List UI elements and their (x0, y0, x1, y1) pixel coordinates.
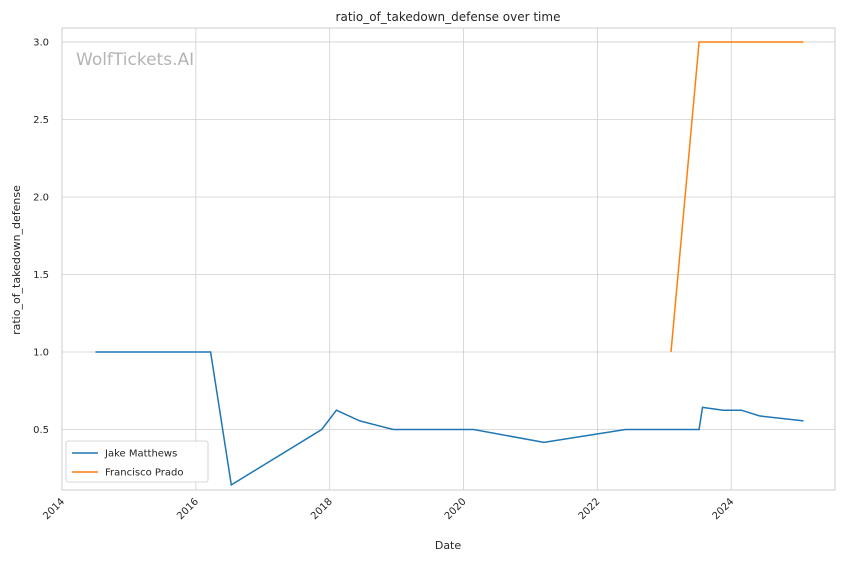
plot-area (61, 27, 836, 491)
y-tick-label: 0.5 (33, 425, 49, 436)
series-line-francisco-prado (670, 41, 804, 353)
y-tick-label: 3.0 (33, 37, 49, 48)
x-tick-label: 2022 (577, 496, 603, 522)
y-axis-ticks: 0.5 1.0 1.5 2.0 2.5 3.0 (33, 37, 49, 436)
y-tick-label: 1.0 (33, 348, 49, 359)
series-lines (95, 41, 804, 487)
y-tick-label: 2.5 (33, 115, 49, 126)
y-tick-label: 1.5 (33, 270, 49, 281)
x-tick-label: 2016 (175, 496, 201, 522)
x-axis-ticks: 2014 2016 2018 2020 2022 2024 (41, 496, 736, 522)
chart-title: ratio_of_takedown_defense over time (336, 10, 561, 24)
watermark: WolfTickets.AI (76, 50, 194, 70)
x-tick-label: 2014 (41, 496, 67, 522)
grid (61, 28, 835, 490)
series-line-jake-matthews (95, 351, 804, 487)
x-tick-label: 2024 (711, 496, 737, 522)
x-axis-label: Date (435, 539, 462, 552)
x-tick-label: 2020 (443, 496, 469, 522)
legend: Jake Matthews Francisco Prado (65, 440, 209, 483)
x-tick-label: 2018 (309, 496, 335, 522)
legend-box (65, 440, 209, 483)
legend-label: Francisco Prado (105, 468, 183, 479)
y-tick-label: 2.0 (33, 192, 49, 203)
legend-label: Jake Matthews (104, 449, 177, 460)
y-axis-label: ratio_of_takedown_defense (10, 185, 23, 335)
